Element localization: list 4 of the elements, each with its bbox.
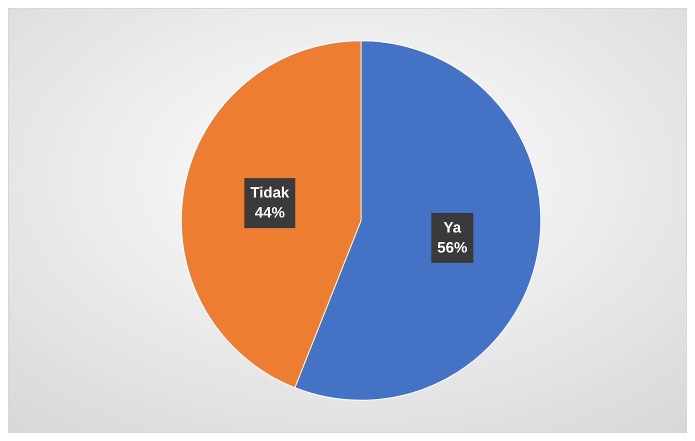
slice-label: Ya xyxy=(444,219,462,236)
slice-label: Tidak xyxy=(250,184,290,202)
data-label: 44% xyxy=(254,204,285,222)
data-label: 56% xyxy=(437,239,468,256)
